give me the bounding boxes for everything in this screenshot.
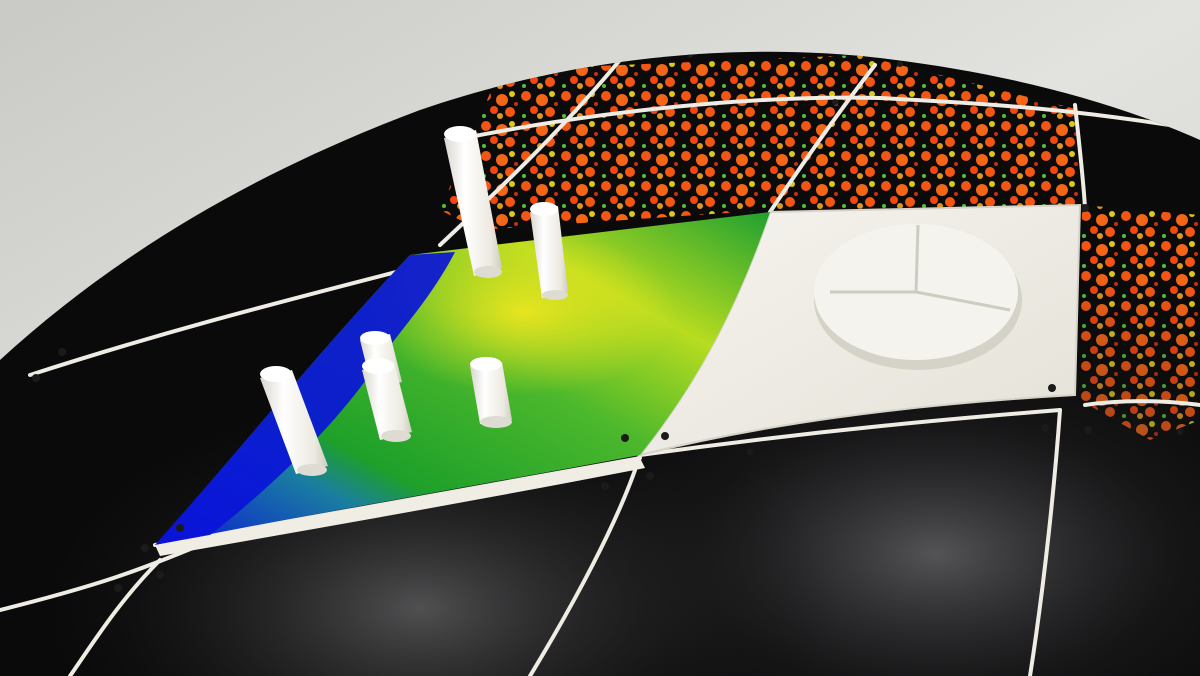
- pillar: [362, 358, 412, 442]
- pillar: [444, 126, 502, 278]
- pillars: [260, 126, 568, 476]
- pillar: [260, 366, 328, 476]
- pie-disc: [814, 224, 1022, 370]
- printed-blank-tile: [637, 203, 1082, 457]
- pillar: [470, 357, 512, 428]
- pillar: [530, 202, 568, 300]
